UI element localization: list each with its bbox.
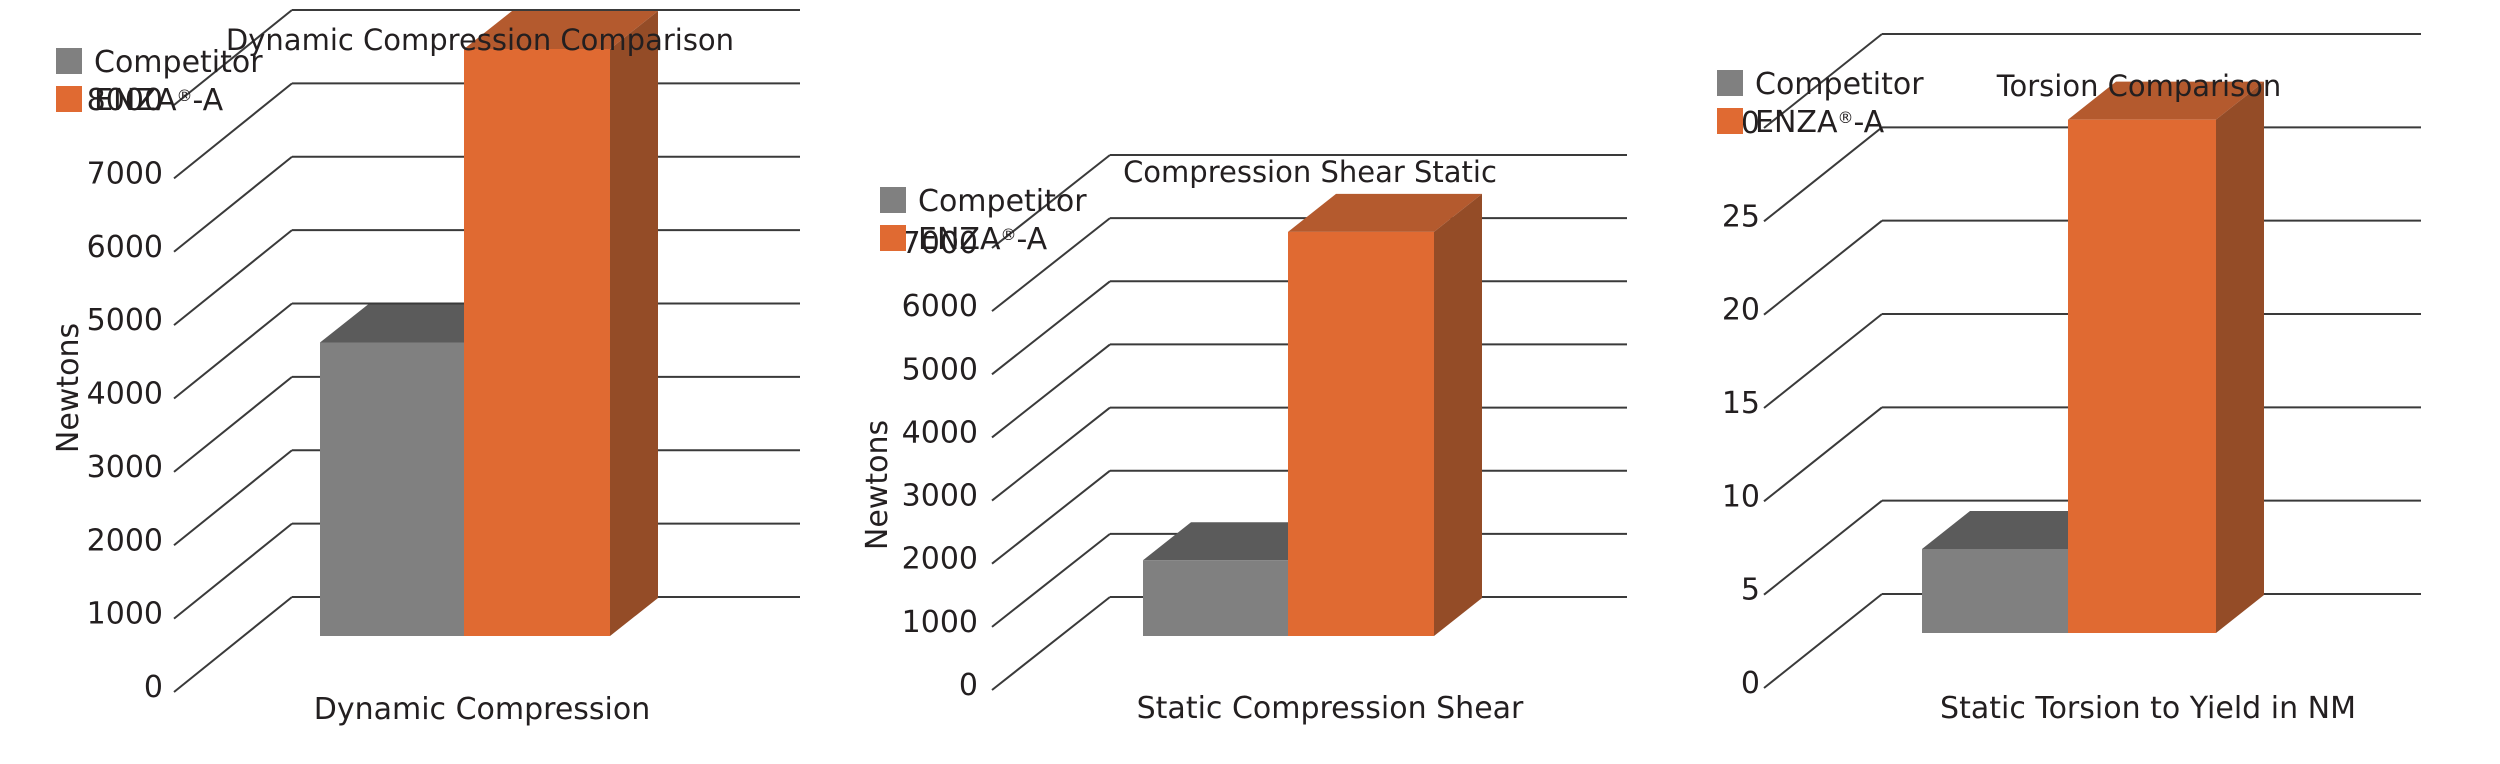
bar-side-enza [2216, 81, 2264, 633]
grid-diagonal [991, 469, 1111, 565]
bar-competitor [1143, 560, 1289, 636]
grid-diagonal [991, 217, 1111, 312]
legend-swatch-competitor [1717, 70, 1743, 96]
y-tick-label: 0 [959, 668, 978, 703]
grid-diagonal [173, 596, 293, 693]
y-tick-label: 1000 [902, 605, 978, 640]
y-axis-label: Newtons [51, 323, 86, 453]
legend-swatch-enza [880, 225, 906, 251]
y-tick-label: 15 [1722, 386, 1760, 421]
legend-registered-mark: ® [1837, 108, 1853, 127]
legend-swatch-enza [1717, 108, 1743, 134]
bar-side-enza [1434, 193, 1482, 636]
grid-diagonal [1763, 219, 1883, 316]
legend-registered-mark: ® [176, 86, 192, 105]
chart-title: Dynamic Compression Comparison [226, 23, 734, 57]
grid-diagonal [173, 9, 293, 106]
legend-name: ENZA [918, 222, 1001, 257]
y-tick-label: 25 [1722, 199, 1760, 234]
legend-label-competitor: Competitor [94, 45, 263, 80]
y-tick-label: 6000 [87, 230, 163, 265]
legend-label-competitor: Competitor [918, 184, 1087, 219]
grid-diagonal [173, 376, 293, 473]
bar-top-enza [2068, 81, 2264, 120]
grid-diagonal [991, 596, 1111, 691]
y-tick-label: 5000 [902, 352, 978, 387]
grid-diagonal [173, 522, 293, 620]
legend-name-suffix: -A [192, 83, 223, 118]
chart-panel-1: 0 1000 2000 3000 4000 5000 6000 7000 8000 Dynamic… [51, 9, 800, 727]
grid-diagonal [173, 82, 293, 180]
y-tick-label: 6000 [902, 289, 978, 324]
legend-name-suffix: -A [1016, 222, 1047, 257]
grid-diagonal [1763, 406, 1883, 503]
grid-diagonal [1763, 499, 1883, 596]
y-tick-label: 0 [144, 670, 163, 705]
grid-diagonal [1763, 593, 1883, 689]
chart-title: Compression Shear Static [1123, 155, 1497, 189]
legend-name: ENZA [1755, 105, 1838, 140]
legend-name: Competitor [1755, 67, 1924, 102]
y-tick-label: 0 [1741, 666, 1760, 701]
bar-top-enza [464, 11, 658, 49]
chart-panel-3: 051015202530Static Torsion to Yield in N… [1717, 33, 2421, 726]
x-category-label: Static Torsion to Yield in NM [1940, 691, 2356, 726]
bar-enza [1288, 231, 1434, 636]
legend-label-enza: ENZA®-A [94, 83, 224, 118]
bar-competitor [320, 342, 466, 636]
y-tick-label: 5000 [87, 303, 163, 338]
y-tick-label: 7000 [87, 156, 163, 191]
grid-diagonal [173, 449, 293, 547]
grid-diagonal [991, 533, 1111, 628]
y-tick-label: 3000 [87, 450, 163, 485]
y-tick-label: 2000 [87, 523, 163, 558]
legend-name: Competitor [918, 184, 1087, 219]
x-category-label: Dynamic Compression [314, 692, 651, 727]
legend-swatch-competitor [880, 187, 906, 213]
bar-enza [2068, 119, 2216, 633]
y-axis-label: Newtons [860, 420, 895, 550]
y-tick-label: 3000 [902, 479, 978, 514]
y-tick-label: 1000 [87, 597, 163, 632]
y-tick-label: 4000 [902, 415, 978, 450]
y-tick-label: 2000 [902, 542, 978, 577]
grid-diagonal [1763, 313, 1883, 409]
legend-name: ENZA [94, 83, 177, 118]
grid-diagonal [991, 343, 1111, 439]
x-category-label: Static Compression Shear [1137, 691, 1524, 726]
legend-label-enza: ENZA®-A [918, 222, 1048, 257]
y-tick-label: 20 [1722, 293, 1760, 328]
legend-swatch-enza [56, 86, 82, 112]
grid-diagonal [991, 406, 1111, 502]
bar-side-enza [610, 11, 658, 636]
y-tick-label: 10 [1722, 479, 1760, 514]
legend-label-competitor: Competitor [1755, 67, 1924, 102]
grid-diagonal [173, 155, 293, 253]
grid-diagonal [991, 154, 1111, 249]
legend-name-suffix: -A [1853, 105, 1884, 140]
bar-top-enza [1288, 193, 1482, 232]
legend-swatch-competitor [56, 48, 82, 74]
bar-competitor [1922, 549, 2070, 633]
y-tick-label: 4000 [87, 377, 163, 412]
grid-diagonal [173, 302, 293, 400]
chart-panel-2: 0 1000 2000 3000 4000 5000 6000 7000 Static Comp… [860, 154, 1627, 726]
y-tick-label: 8000 [87, 83, 163, 118]
legend-name: Competitor [94, 45, 263, 80]
grid-diagonal [1763, 33, 1883, 129]
chart-title: Torsion Comparison [1996, 69, 2282, 103]
grid-diagonal [173, 229, 293, 326]
grid-diagonal [1763, 126, 1883, 223]
legend-label-enza: ENZA®-A [1755, 105, 1885, 140]
bar-enza [464, 49, 610, 636]
y-tick-label: 5 [1741, 573, 1760, 608]
legend-registered-mark: ® [1000, 225, 1016, 244]
y-tick-label: 7000 [902, 226, 978, 261]
grid-diagonal [991, 280, 1111, 376]
